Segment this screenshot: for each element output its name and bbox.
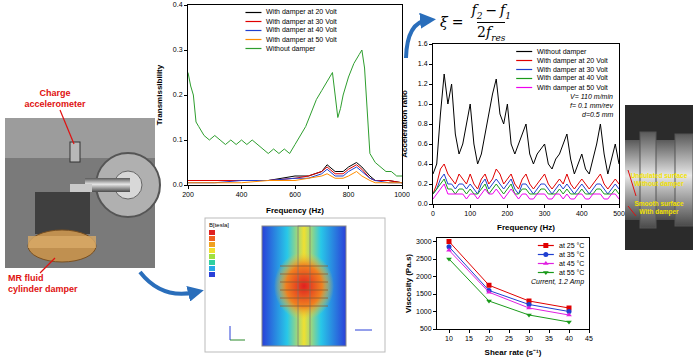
html-text:2 fres: 2 fres <box>477 23 506 43</box>
svg-text:1000: 1000 <box>394 191 410 198</box>
svg-text:With damper at 40 Volt: With damper at 40 Volt <box>537 74 608 82</box>
svg-text:With damper at 20 Volt: With damper at 20 Volt <box>537 57 608 65</box>
svg-text:0: 0 <box>431 210 435 217</box>
svg-text:1.6: 1.6 <box>418 40 428 47</box>
svg-text:Smooth surface: Smooth surface <box>634 200 684 207</box>
svg-text:400: 400 <box>236 191 248 198</box>
svg-text:15: 15 <box>465 335 473 342</box>
svg-text:With damper at 30 Volt: With damper at 30 Volt <box>537 66 608 74</box>
svg-text:20: 20 <box>485 335 493 342</box>
svg-text:40: 40 <box>565 335 573 342</box>
svg-text:With damper at 40 Volt: With damper at 40 Volt <box>266 26 337 34</box>
svg-text:600: 600 <box>289 191 301 198</box>
svg-text:With damper at 50 Volt: With damper at 50 Volt <box>537 84 608 92</box>
svg-text:0.2: 0.2 <box>173 91 183 98</box>
svg-text:10: 10 <box>445 335 453 342</box>
svg-text:0.1: 0.1 <box>173 136 183 143</box>
svg-text:300: 300 <box>539 210 551 217</box>
svg-text:With damper at 20 Volt: With damper at 20 Volt <box>266 8 337 16</box>
svg-text:0.4: 0.4 <box>173 1 183 8</box>
svg-text:0.0: 0.0 <box>173 181 183 188</box>
svg-text:cylinder damper: cylinder damper <box>8 284 78 294</box>
svg-text:0.3: 0.3 <box>173 46 183 53</box>
svg-text:Undulated surface: Undulated surface <box>631 172 688 179</box>
svg-text:With damper: With damper <box>639 208 679 216</box>
svg-text:Viscosity (Pa.s): Viscosity (Pa.s) <box>404 254 413 313</box>
svg-text:V= 110 m/min: V= 110 m/min <box>570 93 613 100</box>
svg-text:accelerometer: accelerometer <box>24 99 86 109</box>
svg-text:0.2: 0.2 <box>418 180 428 187</box>
svg-text:Without damper: Without damper <box>537 48 587 56</box>
svg-text:MR fluid: MR fluid <box>8 273 44 283</box>
svg-text:Acceleration ratio: Acceleration ratio <box>400 90 409 158</box>
svg-text:at 25 °C: at 25 °C <box>559 242 584 249</box>
svg-text:Frequency (Hz): Frequency (Hz) <box>266 206 324 215</box>
svg-text:1.0: 1.0 <box>418 100 428 107</box>
svg-text:Without damper: Without damper <box>634 180 684 188</box>
svg-text:at 45 °C: at 45 °C <box>559 260 584 267</box>
svg-text:Shear rate (s⁻¹): Shear rate (s⁻¹) <box>485 348 542 357</box>
svg-text:200: 200 <box>502 210 514 217</box>
svg-text:500: 500 <box>420 325 432 332</box>
svg-text:With damper at 30 Volt: With damper at 30 Volt <box>266 18 337 26</box>
svg-text:2500: 2500 <box>416 255 432 262</box>
html-text:f2− f1: f2− f1 <box>471 2 511 21</box>
svg-text:25: 25 <box>505 335 513 342</box>
svg-text:30: 30 <box>525 335 533 342</box>
svg-text:200: 200 <box>182 191 194 198</box>
svg-text:d=0.5 mm: d=0.5 mm <box>582 111 613 118</box>
svg-text:0.0: 0.0 <box>418 200 428 207</box>
svg-text:B[tesla]: B[tesla] <box>209 222 229 228</box>
svg-text:800: 800 <box>343 191 355 198</box>
svg-text:35: 35 <box>545 335 553 342</box>
svg-text:0.4: 0.4 <box>418 160 428 167</box>
svg-text:Without damper: Without damper <box>266 45 316 53</box>
svg-text:f= 0.1 mm/rev: f= 0.1 mm/rev <box>570 102 613 109</box>
svg-text:Frequency (Hz): Frequency (Hz) <box>497 223 555 232</box>
svg-text:at 55 °C: at 55 °C <box>559 269 584 276</box>
svg-text:1500: 1500 <box>416 290 432 297</box>
html-text:ξ =: ξ = <box>440 14 464 31</box>
svg-text:Charge: Charge <box>39 88 70 98</box>
svg-text:45: 45 <box>585 335 593 342</box>
svg-text:400: 400 <box>576 210 588 217</box>
svg-text:1.2: 1.2 <box>418 80 428 87</box>
svg-text:at 35 °C: at 35 °C <box>559 251 584 258</box>
svg-text:Current, 1.2 Amp: Current, 1.2 Amp <box>531 278 584 286</box>
svg-text:0.6: 0.6 <box>418 140 428 147</box>
svg-text:3000: 3000 <box>416 238 432 245</box>
svg-text:1.4: 1.4 <box>418 60 428 67</box>
svg-text:Transmissibility: Transmissibility <box>155 64 164 125</box>
svg-text:100: 100 <box>464 210 476 217</box>
svg-text:1000: 1000 <box>416 308 432 315</box>
svg-text:With damper at 50 Volt: With damper at 50 Volt <box>266 36 337 44</box>
svg-text:500: 500 <box>613 210 625 217</box>
svg-text:2000: 2000 <box>416 273 432 280</box>
svg-text:0.8: 0.8 <box>418 120 428 127</box>
